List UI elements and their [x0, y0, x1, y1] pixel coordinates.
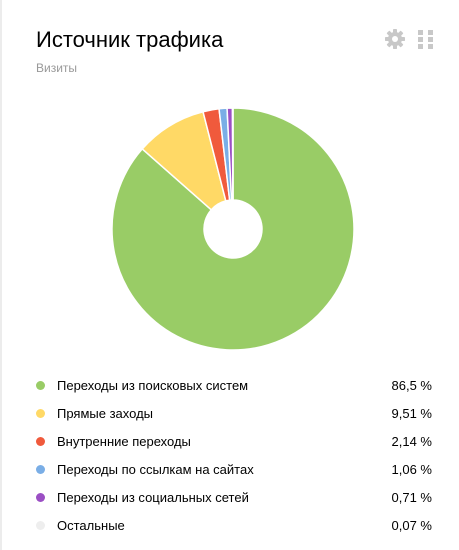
left-divider	[0, 0, 2, 550]
legend-label: Внутренние переходы	[57, 433, 191, 449]
metric-label: Визиты	[36, 61, 78, 75]
grid-drag-icon[interactable]	[415, 28, 437, 50]
legend-color-dot	[36, 520, 45, 530]
legend-item[interactable]: Переходы из социальных сетей 0,71 %	[36, 483, 432, 511]
legend-color-dot	[36, 436, 45, 446]
legend-item[interactable]: Остальные 0,07 %	[36, 511, 432, 539]
legend-value: 86,5 %	[391, 377, 432, 393]
legend-item[interactable]: Прямые заходы 9,51 %	[36, 399, 432, 427]
gear-icon[interactable]	[384, 28, 406, 50]
legend-color-dot	[36, 408, 45, 418]
legend-item[interactable]: Переходы из поисковых систем 86,5 %	[36, 371, 432, 399]
legend-label: Остальные	[57, 517, 125, 533]
pie-slice-1[interactable]	[111, 107, 355, 351]
legend-item[interactable]: Внутренние переходы 2,14 %	[36, 427, 432, 455]
legend-value: 9,51 %	[391, 405, 432, 421]
pie-slice-6[interactable]	[231, 107, 234, 201]
chart-legend: Переходы из поисковых систем 86,5 % Прямые…	[36, 371, 432, 539]
legend-label: Прямые заходы	[57, 405, 154, 421]
legend-value: 1,06 %	[391, 461, 432, 477]
legend-color-dot	[36, 492, 45, 502]
donut-chart-area	[111, 107, 355, 351]
legend-color-dot	[36, 380, 45, 390]
widget-title: Источник трафика	[36, 27, 224, 52]
legend-value: 0,07 %	[391, 517, 432, 533]
legend-value: 0,71 %	[391, 489, 432, 505]
donut-chart	[111, 107, 355, 351]
legend-item[interactable]: Переходы по ссылкам на сайтах 1,06 %	[36, 455, 432, 483]
legend-label: Переходы из поисковых систем	[57, 377, 249, 393]
legend-label: Переходы из социальных сетей	[57, 489, 249, 505]
widget-toolbar	[384, 28, 437, 50]
legend-color-dot	[36, 464, 45, 474]
legend-label: Переходы по ссылкам на сайтах	[57, 461, 254, 477]
legend-value: 2,14 %	[391, 433, 432, 449]
